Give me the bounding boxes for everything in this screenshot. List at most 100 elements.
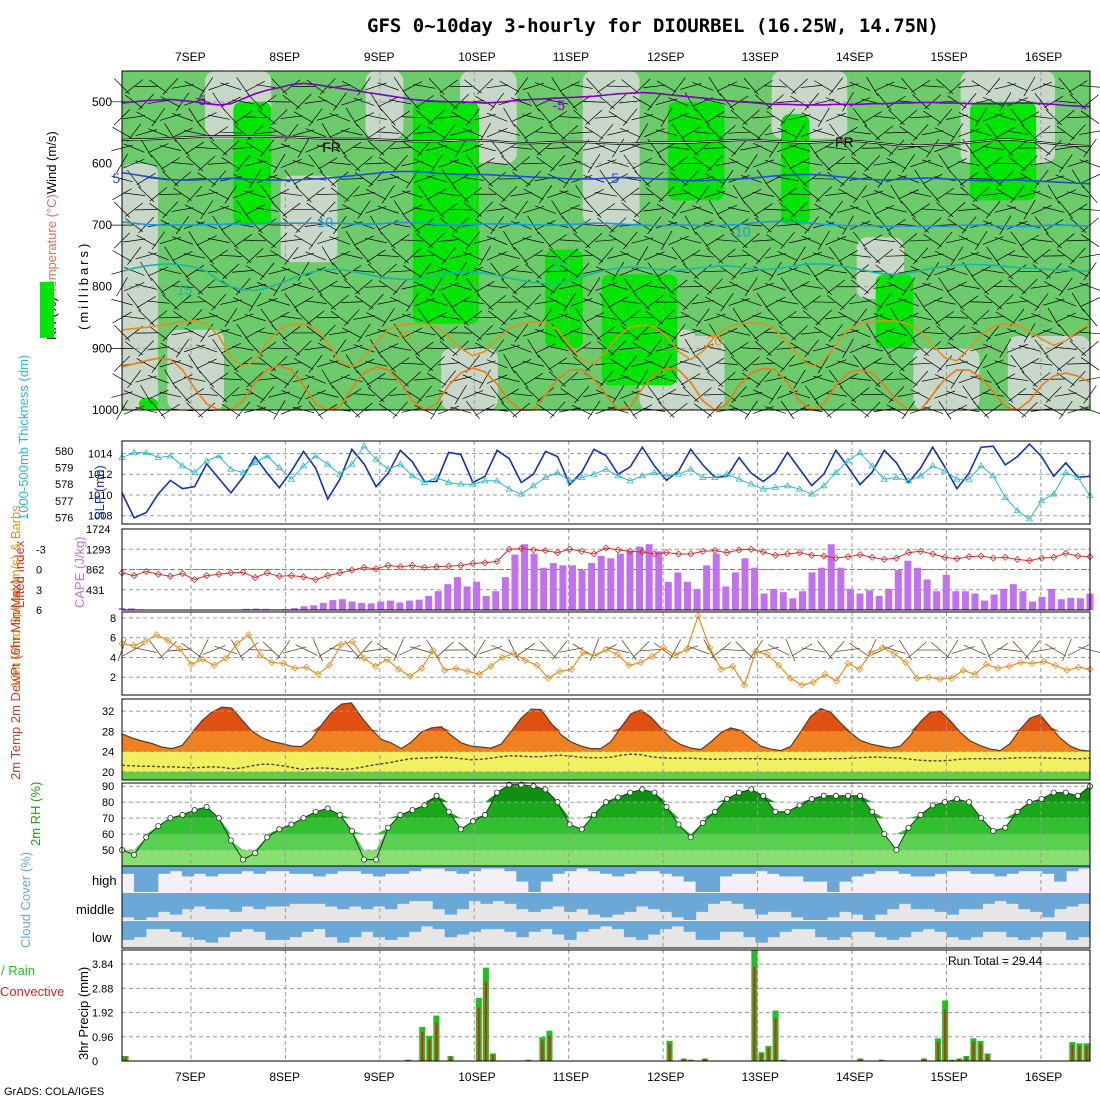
cloud-bar-middle — [958, 893, 971, 910]
cloud-bar-high — [647, 866, 661, 872]
thickness-point — [820, 482, 828, 489]
wind-barb — [851, 156, 870, 171]
wind-barb — [306, 202, 325, 217]
wind-barb — [208, 312, 229, 323]
wind-barb — [994, 237, 1016, 244]
wind-barb — [353, 146, 375, 150]
rh-tick-label: 90 — [102, 781, 114, 793]
wind-barb — [514, 77, 529, 96]
wind-barb — [923, 110, 943, 124]
wind-barb — [669, 639, 682, 661]
wind-barb — [548, 357, 568, 371]
wind-barb — [706, 124, 724, 141]
wind-barb — [708, 200, 722, 220]
wind-barb — [466, 154, 480, 173]
wind-barb — [958, 128, 980, 137]
wind-barb — [669, 279, 688, 294]
wind-barb — [173, 187, 192, 201]
temp-tick-label: 20 — [102, 767, 114, 779]
wind-barb — [800, 208, 823, 212]
cape-bar — [300, 606, 308, 610]
wind-barb — [849, 343, 871, 353]
wind-barb — [415, 95, 434, 109]
wind-speed-point — [786, 674, 794, 682]
wind-barb — [728, 298, 750, 306]
wind-barb — [862, 234, 882, 247]
wind-barb — [922, 282, 944, 291]
wind-barb — [148, 266, 169, 277]
wind-barb — [547, 190, 569, 199]
cloud-bar-high — [779, 866, 792, 877]
thickness-point — [457, 480, 465, 487]
lifted-index-point — [989, 554, 997, 562]
wind-speed-point — [199, 655, 207, 663]
cloud-bar-high — [205, 866, 219, 877]
wind-barb — [971, 326, 991, 340]
wind-barb — [214, 645, 238, 655]
wind-barb — [935, 187, 955, 201]
wind-barb — [245, 204, 265, 216]
cape-bar — [473, 581, 481, 610]
wind-barb — [728, 207, 750, 213]
wind-barb — [984, 156, 1003, 171]
lifted-index-point — [820, 552, 828, 560]
rh-area-level — [122, 784, 1090, 819]
wind-barb — [901, 201, 916, 219]
wind-barb — [389, 313, 411, 322]
wind-barb — [316, 145, 339, 152]
wind-barb — [1032, 125, 1051, 140]
wind-barb — [703, 147, 726, 149]
cape-bar — [655, 551, 663, 610]
cloud-bar-low — [743, 921, 756, 938]
wind-barb — [573, 356, 591, 372]
wind-barb — [342, 204, 362, 216]
wind-barb — [522, 360, 545, 367]
cloud-bar-high — [600, 866, 613, 874]
wind-barb — [718, 371, 736, 387]
rh-point — [397, 811, 404, 818]
wind-barb — [668, 359, 689, 369]
wind-barb — [207, 162, 230, 165]
temp-axis-label: 2m Temp 2m DewPt (6hr Min/Max) — [8, 579, 23, 780]
lifted-index-point — [941, 553, 949, 561]
wind-barb — [499, 388, 519, 401]
wind-barb — [958, 208, 980, 211]
wind-barb — [886, 95, 906, 108]
wind-barb — [328, 161, 351, 165]
wind-barb — [260, 385, 275, 404]
wind-barb — [273, 153, 286, 174]
cloud-bar-high — [588, 866, 601, 872]
thickness-point — [977, 462, 985, 469]
slp-axis-label: SLP (mb) — [92, 465, 107, 520]
wind-barb — [609, 217, 627, 233]
wind-barb — [853, 354, 868, 373]
wind-barb — [427, 373, 447, 386]
wind-barb — [1067, 191, 1089, 198]
wind-barb — [232, 99, 254, 105]
wind-barb — [127, 370, 141, 389]
wind-barb — [742, 233, 760, 248]
lifted-index-point — [844, 553, 852, 561]
wind-barb — [393, 77, 407, 96]
wind-barb — [1044, 643, 1066, 657]
top-date-tick-label: 7SEP — [175, 50, 206, 64]
wind-barb — [162, 324, 179, 342]
slp-tick-label: 1010 — [88, 490, 112, 502]
wind-barb — [788, 144, 811, 152]
bottom-date-tick-label: 16SEP — [1025, 1070, 1062, 1084]
wind-barb — [171, 207, 194, 212]
rh-point — [445, 808, 452, 815]
precip-convective-bar — [541, 1040, 544, 1061]
lifted-index-point — [203, 572, 211, 580]
wind-barb — [441, 123, 456, 142]
precip-convective-bar — [407, 1059, 410, 1061]
wind-barb — [426, 188, 447, 200]
cape-bar — [674, 572, 682, 610]
lifted-index-point — [977, 552, 985, 560]
wind-barb — [317, 219, 338, 231]
wind-barb — [499, 265, 519, 278]
wind-barb — [256, 207, 279, 212]
wind-barb — [800, 284, 823, 289]
wind-barb — [801, 128, 823, 137]
wind-barb — [788, 391, 811, 399]
